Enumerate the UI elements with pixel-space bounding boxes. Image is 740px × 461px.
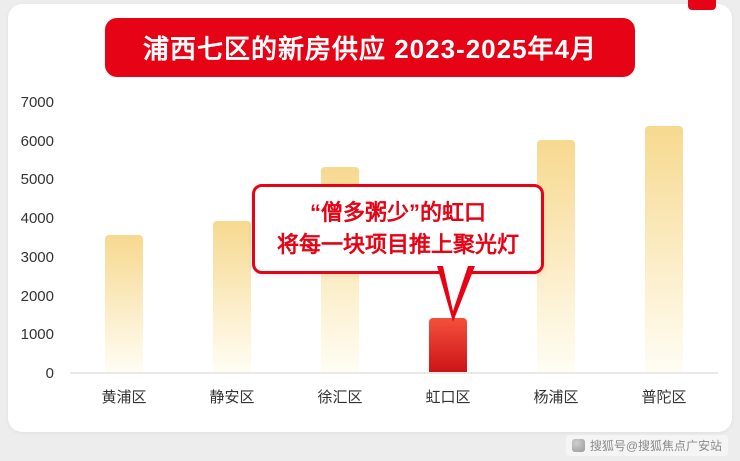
chart-title: 浦西七区的新房供应 2023-2025年4月 — [142, 34, 598, 64]
bars-container — [70, 101, 718, 372]
callout-line2: 将每一块项目推上聚光灯 — [277, 231, 520, 257]
bar-column — [610, 101, 718, 372]
y-tick-label: 7000 — [20, 94, 54, 111]
corner-ribbon — [688, 0, 716, 10]
chart-title-banner: 浦西七区的新房供应 2023-2025年4月 — [104, 18, 636, 77]
callout-pointer-icon — [437, 265, 475, 322]
bar-column — [394, 101, 502, 372]
bar — [105, 235, 143, 372]
watermark-text: 搜狐号@搜狐焦点广安站 — [589, 439, 722, 453]
x-axis-labels: 黄浦区 静安区 徐汇区 虹口区 杨浦区 普陀区 — [70, 386, 718, 407]
bar — [645, 126, 683, 372]
x-axis-label: 静安区 — [209, 389, 255, 406]
plot-area — [70, 101, 718, 374]
x-axis-label: 黄浦区 — [101, 389, 147, 406]
callout-line1: “僧多粥少”的虹口 — [310, 200, 487, 225]
sohu-logo-icon — [571, 439, 585, 452]
callout-annotation: “僧多粥少”的虹口 将每一块项目推上聚光灯 — [252, 184, 545, 322]
watermark: 搜狐号@搜狐焦点广安站 — [565, 435, 728, 456]
bar-chart: 0 1000 2000 3000 4000 5000 6000 7000 黄浦区 静安区 徐汇区 虹… — [8, 94, 732, 406]
x-axis-label: 普陀区 — [641, 389, 687, 406]
y-tick-label: 0 — [45, 365, 54, 382]
x-axis-label: 虹口区 — [425, 389, 471, 406]
x-axis-label: 徐汇区 — [317, 389, 363, 406]
y-tick-label: 5000 — [20, 171, 54, 189]
bar-column — [178, 101, 286, 372]
x-axis-label: 杨浦区 — [533, 389, 579, 406]
y-tick-label: 2000 — [20, 287, 54, 305]
chart-card: 浦西七区的新房供应 2023-2025年4月 0 1000 2000 3000 4000… — [8, 4, 732, 432]
y-tick-label: 4000 — [20, 210, 54, 228]
y-tick-label: 3000 — [20, 248, 54, 266]
y-tick-label: 6000 — [20, 132, 54, 150]
highlight-bar — [429, 318, 467, 372]
bar-column — [70, 101, 178, 372]
bar — [213, 221, 251, 372]
y-axis: 0 1000 2000 3000 4000 5000 6000 7000 — [8, 94, 60, 382]
y-tick-label: 1000 — [20, 326, 54, 344]
